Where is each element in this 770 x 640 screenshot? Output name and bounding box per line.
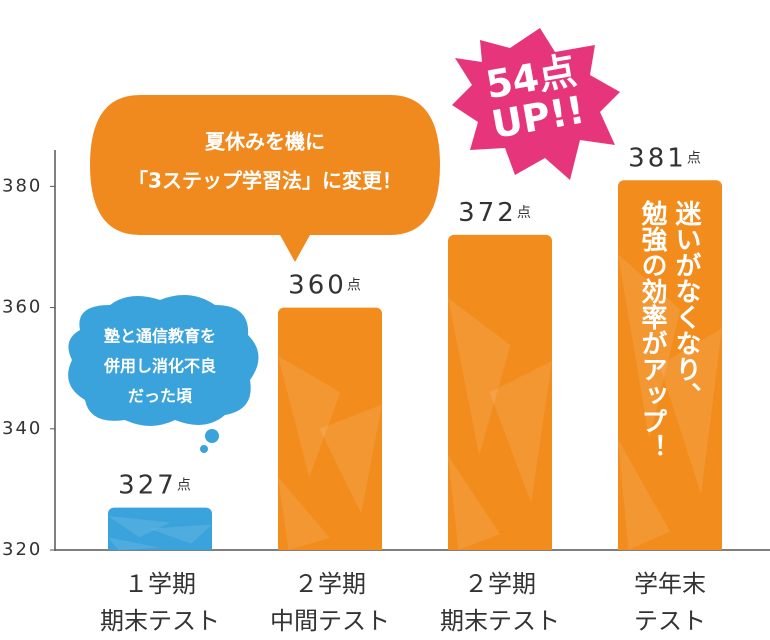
x-tick-label: テスト — [634, 607, 706, 635]
speech-line: 夏休みを機に — [205, 130, 325, 154]
bar-facet — [149, 524, 212, 544]
y-tick-label: 380 — [2, 175, 42, 196]
speech-bubble: 夏休みを機に 「3ステップ学習法」に変更！ — [90, 95, 440, 262]
bar — [618, 180, 722, 550]
value-number: 381 — [628, 143, 687, 173]
value-number: 360 — [288, 270, 347, 300]
value-label: 372点 — [458, 197, 534, 227]
x-tick-label: 期末テスト — [440, 607, 560, 635]
bar-facet — [108, 516, 171, 538]
bar-facet — [278, 477, 330, 550]
value-unit: 点 — [177, 478, 194, 494]
cloud-line: 塾と通信教育を — [104, 327, 216, 346]
value-label: 327点 — [118, 470, 194, 500]
cloud-line: 併用し消化不良 — [103, 357, 216, 376]
y-tick-label: 340 — [2, 418, 42, 439]
value-unit: 点 — [687, 150, 704, 166]
x-tick-label: 中間テスト — [270, 607, 390, 635]
value-unit: 点 — [517, 205, 534, 221]
bar-facet — [448, 455, 500, 550]
thought-cloud: 塾と通信教育を 併用し消化不良 だった頃 — [68, 295, 259, 453]
cloud-line: だった頃 — [128, 387, 193, 406]
bar-facet — [489, 360, 552, 503]
bar-text-line: 勉強の効率がアップ！ — [637, 200, 668, 460]
burst: 54点 UP!! — [452, 28, 620, 180]
value-label: 360点 — [288, 270, 364, 300]
bar-facet — [319, 404, 382, 514]
bar-facet — [618, 439, 670, 550]
value-number: 372 — [458, 197, 517, 227]
bar-text-line: 迷いがなくなり、 — [671, 200, 701, 408]
bar-facet — [108, 537, 160, 550]
x-tick-label: １学期 — [124, 570, 196, 598]
x-tick-label: 学年末 — [634, 570, 706, 598]
x-tick-label: ２学期 — [294, 570, 366, 598]
x-tick-label: ２学期 — [464, 570, 536, 598]
bar — [278, 307, 382, 550]
y-tick-label: 320 — [2, 539, 42, 560]
bar-facet — [448, 297, 511, 456]
x-tick-label: 期末テスト — [100, 607, 220, 635]
bar-text: 迷いがなくなり、 勉強の効率がアップ！ — [637, 200, 701, 460]
bar-facet — [278, 356, 341, 478]
bar-facet — [659, 328, 722, 495]
bar — [108, 507, 212, 550]
value-label: 381点 — [628, 143, 704, 173]
bar — [448, 234, 552, 550]
value-number: 327 — [118, 470, 177, 500]
speech-line: 「3ステップ学習法」に変更！ — [128, 169, 402, 193]
y-tick-label: 360 — [2, 297, 42, 318]
bar-facet — [618, 254, 681, 440]
value-unit: 点 — [347, 278, 364, 294]
